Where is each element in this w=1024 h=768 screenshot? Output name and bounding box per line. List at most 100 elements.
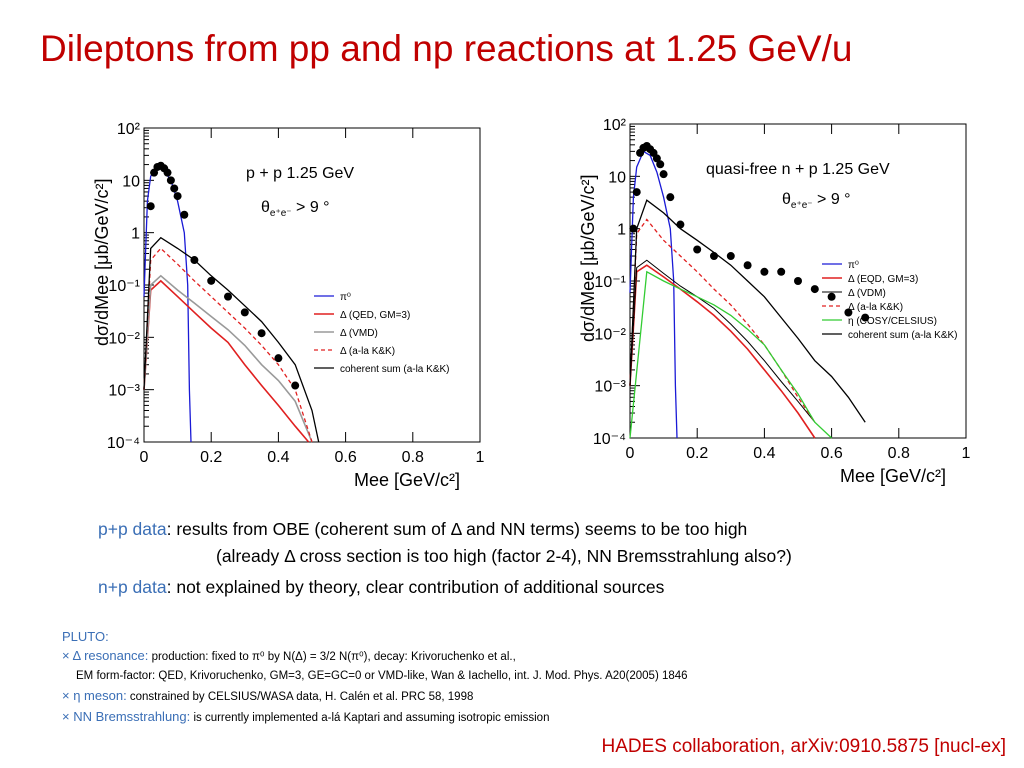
pp-bullet: p+p data: results from OBE (coherent sum… bbox=[98, 516, 792, 543]
x-tick-label: 0.2 bbox=[200, 449, 222, 466]
pp-label: p+p data bbox=[98, 519, 167, 539]
conclusions: p+p data: results from OBE (coherent sum… bbox=[98, 516, 792, 601]
plot-annotation-2: θe⁺e⁻ > 9 ° bbox=[261, 199, 330, 219]
data-point bbox=[827, 292, 836, 301]
series-line bbox=[629, 150, 678, 439]
np-text: : not explained by theory, clear contrib… bbox=[166, 577, 665, 597]
x-tick-label: 0.4 bbox=[267, 449, 289, 466]
plot-annotation-2: θe⁺e⁻ > 9 ° bbox=[782, 191, 851, 211]
data-point bbox=[190, 256, 199, 265]
data-point bbox=[844, 308, 853, 317]
pp-text: : results from OBE (coherent sum of Δ an… bbox=[166, 519, 748, 539]
data-point bbox=[743, 261, 752, 270]
plot-annotation-1: quasi-free n + p 1.25 GeV bbox=[706, 161, 890, 178]
data-point bbox=[170, 184, 179, 193]
right-plot-svg: 0 0.2 0.4 0.6 0.8 1 10² 10 1 10⁻¹ 10⁻² 10⁻³ 10⁻⁴ qua… bbox=[578, 117, 971, 486]
x-tick-label: 0.8 bbox=[888, 445, 910, 462]
theta-subscript: e⁺e⁻ bbox=[270, 208, 292, 219]
data-point bbox=[777, 267, 786, 276]
legend: π⁰ Δ (EQD, GM=3) Δ (VDM) Δ (a-la K&K) η (COS… bbox=[822, 260, 958, 341]
np-bullet: n+p data: not explained by theory, clear… bbox=[98, 574, 792, 601]
y-tick-label: 10⁻² bbox=[108, 330, 140, 347]
x-axis-label: Mee [GeV/c²] bbox=[354, 470, 460, 490]
note-eta-label: × η meson: bbox=[62, 688, 127, 703]
series-line bbox=[143, 279, 310, 443]
pluto-notes: PLUTO: × Δ resonance: production: fixed … bbox=[62, 627, 688, 728]
data-point bbox=[629, 224, 638, 233]
data-point bbox=[760, 267, 769, 276]
left-plot-svg: 0 0.2 0.4 0.6 0.8 1 10² 10 1 10⁻¹ 10⁻² 10⁻³ 10⁻⁴ p +… bbox=[92, 121, 485, 490]
series-line bbox=[629, 199, 866, 423]
note-eta-text: constrained by CELSIUS/WASA data, H. Cal… bbox=[126, 691, 474, 703]
x-tick-label: 1 bbox=[476, 449, 485, 466]
legend-label: Δ (a-la K&K) bbox=[340, 346, 395, 357]
data-point bbox=[666, 193, 675, 202]
np-label: n+p data bbox=[98, 577, 167, 597]
note-brems-label: × NN Bremsstrahlung: bbox=[62, 709, 191, 724]
plot-annotation-1: p + p 1.25 GeV bbox=[246, 165, 354, 182]
data-point bbox=[146, 202, 155, 211]
legend-label: Δ (EQD, GM=3) bbox=[848, 274, 918, 285]
series-line bbox=[629, 218, 816, 423]
notes-heading: PLUTO: bbox=[62, 629, 109, 644]
series-line bbox=[143, 236, 320, 443]
legend: π⁰ Δ (QED, GM=3) Δ (VMD) Δ (a-la K&K) cohere… bbox=[314, 292, 450, 375]
data-point bbox=[693, 245, 702, 254]
series-line bbox=[629, 264, 816, 439]
data-point bbox=[810, 285, 819, 294]
y-tick-label: 10² bbox=[603, 117, 627, 134]
x-tick-label: 0.6 bbox=[820, 445, 842, 462]
data-point bbox=[710, 252, 718, 261]
series-line bbox=[629, 270, 833, 439]
theta-condition: > 9 ° bbox=[813, 191, 851, 208]
y-tick-label: 10⁻³ bbox=[108, 383, 140, 400]
note-delta: × Δ resonance: production: fixed to π⁰ b… bbox=[62, 646, 688, 667]
data-point bbox=[163, 168, 172, 177]
data-point bbox=[224, 292, 232, 301]
x-tick-label: 1 bbox=[962, 445, 971, 462]
data-point bbox=[659, 170, 668, 179]
data-point bbox=[180, 210, 189, 219]
legend-label: Δ (QED, GM=3) bbox=[340, 310, 410, 321]
series-line bbox=[143, 247, 313, 443]
series-line bbox=[143, 274, 313, 443]
legend-label: η (COSY/CELSIUS) bbox=[848, 316, 937, 327]
note-brems-text: is currently implemented a-lá Kaptari an… bbox=[190, 712, 550, 724]
y-tick-label: 10⁻⁴ bbox=[107, 435, 140, 452]
theta-subscript: e⁺e⁻ bbox=[791, 200, 813, 211]
legend-label: coherent sum (a-la K&K) bbox=[848, 330, 958, 341]
note-brems: × NN Bremsstrahlung: is currently implem… bbox=[62, 707, 688, 728]
pp-bullet-cont: (already Δ cross section is too high (fa… bbox=[216, 546, 792, 566]
data-point bbox=[794, 277, 802, 285]
note-delta-cont: EM form-factor: QED, Krivoruchenko, GM=3… bbox=[76, 670, 688, 682]
y-tick-label: 1 bbox=[617, 222, 626, 239]
data-point bbox=[632, 188, 641, 197]
y-tick-label: 10 bbox=[122, 173, 140, 190]
data-point bbox=[207, 276, 216, 285]
note-delta-label: × Δ resonance: bbox=[62, 648, 149, 663]
x-tick-label: 0.6 bbox=[334, 449, 356, 466]
y-tick-label: 1 bbox=[131, 226, 140, 243]
data-point bbox=[166, 176, 175, 185]
y-tick-label: 10² bbox=[117, 121, 141, 138]
legend-label: Δ (VDM) bbox=[848, 288, 886, 299]
data-point bbox=[652, 154, 661, 163]
note-delta-text: production: fixed to π⁰ by N(Δ) = 3/2 N(… bbox=[148, 651, 516, 663]
y-tick-label: 10 bbox=[608, 169, 626, 186]
x-tick-label: 0.8 bbox=[402, 449, 424, 466]
legend-label: coherent sum (a-la K&K) bbox=[340, 364, 450, 375]
y-tick-label: 10⁻¹ bbox=[108, 278, 140, 295]
data-point bbox=[656, 160, 665, 169]
right-plot: 0 0.2 0.4 0.6 0.8 1 10² 10 1 10⁻¹ 10⁻² 10⁻³ 10⁻⁴ qua… bbox=[572, 116, 984, 496]
data-point bbox=[726, 252, 735, 261]
legend-label: π⁰ bbox=[340, 292, 351, 303]
legend-label: Δ (VMD) bbox=[340, 328, 378, 339]
y-tick-label: 10⁻² bbox=[594, 326, 626, 343]
y-tick-label: 10⁻⁴ bbox=[593, 431, 626, 448]
data-point bbox=[676, 220, 685, 229]
data-point bbox=[291, 381, 300, 390]
y-tick-label: 10⁻³ bbox=[594, 379, 626, 396]
data-point bbox=[861, 313, 870, 322]
legend-label: π⁰ bbox=[848, 260, 859, 271]
y-axis-label: dσ/dMee [μb/GeV/c²] bbox=[92, 178, 112, 346]
